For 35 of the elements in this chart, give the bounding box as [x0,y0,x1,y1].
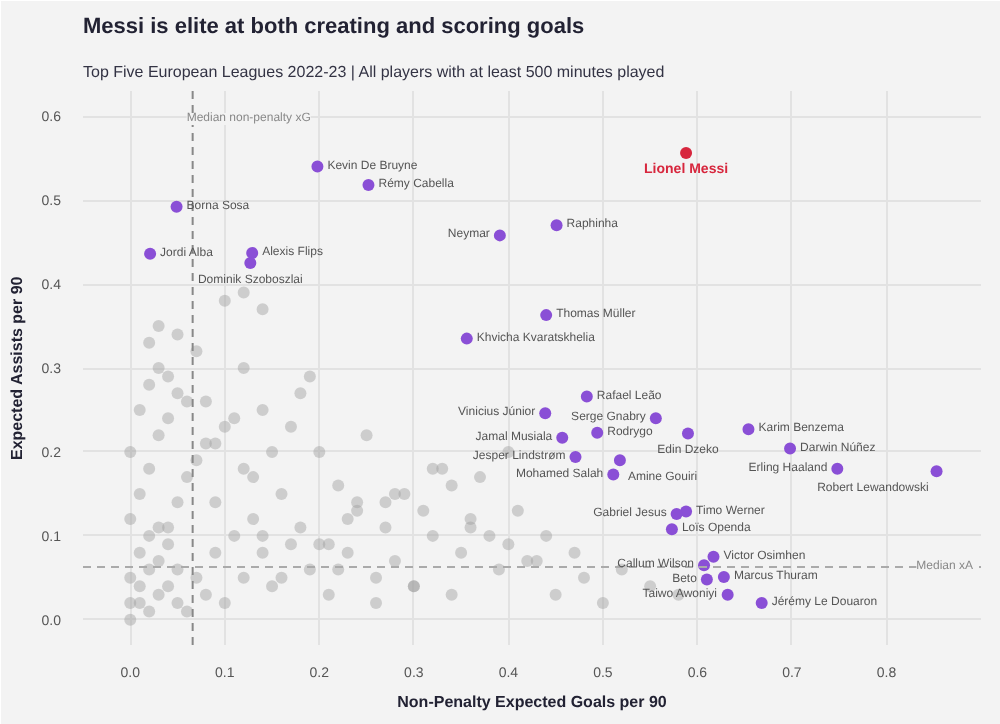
point [784,442,797,455]
point [591,426,604,439]
point [246,247,259,259]
point [681,427,694,440]
y-axis-title: Expected Assists per 90 [7,275,26,461]
point [540,309,553,322]
point [930,465,943,478]
point [670,508,683,521]
point [311,160,324,173]
point [755,597,768,610]
point [170,200,183,213]
point [680,147,693,160]
point [244,257,257,270]
point [362,179,375,191]
point [460,332,473,345]
point [569,450,582,463]
point [700,573,713,586]
point [550,219,563,232]
point [649,412,662,425]
point [539,407,552,420]
point [493,229,506,242]
point [831,462,844,475]
point [707,550,720,563]
point [580,390,593,403]
point [665,523,678,536]
point [613,454,626,467]
x-axis-title: Non-Penalty Expected Goals per 90 [397,693,668,711]
point [607,468,620,481]
point [721,588,734,601]
chart-title: Messi is elite at both creating and scoring goals [83,15,585,39]
chart-subtitle: Top Five European Leagues 2022-23 | All players with at least 500 minutes played [83,63,665,81]
point [144,247,157,260]
point [717,571,730,583]
point [556,431,569,444]
point [742,423,755,436]
